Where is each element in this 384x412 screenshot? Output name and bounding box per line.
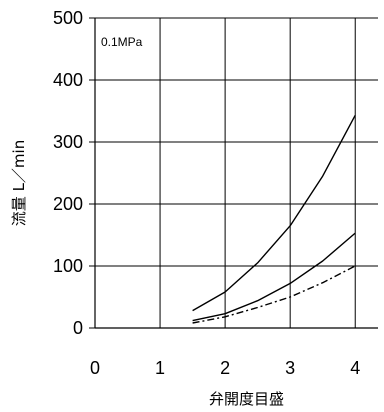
y-tick-label: 400 — [53, 70, 83, 90]
x-tick-label: 3 — [285, 358, 295, 378]
label-layer: 0 100 200 300 400 500 0 1 2 3 4 — [53, 8, 360, 378]
y-tick-label: 0 — [73, 318, 83, 338]
y-tick-label: 300 — [53, 132, 83, 152]
x-axis-title: 弁開度目盛 — [209, 390, 284, 408]
x-tick-label: 0 — [90, 358, 100, 378]
series-layer — [192, 114, 356, 324]
grid-layer — [95, 17, 378, 328]
y-tick-label: 100 — [53, 256, 83, 276]
y-tick-label: 500 — [53, 8, 83, 28]
y-axis-title: 流量 L／min — [10, 140, 28, 226]
x-tick-label: 4 — [350, 358, 360, 378]
y-tick-label: 200 — [53, 194, 83, 214]
series-line-3 — [192, 265, 356, 324]
x-tick-label: 2 — [220, 358, 230, 378]
series-line-1 — [192, 114, 356, 312]
series-line-2 — [192, 232, 356, 322]
x-tick-label: 1 — [155, 358, 165, 378]
axes — [89, 17, 378, 329]
pressure-annotation: 0.1MPa — [101, 35, 143, 49]
